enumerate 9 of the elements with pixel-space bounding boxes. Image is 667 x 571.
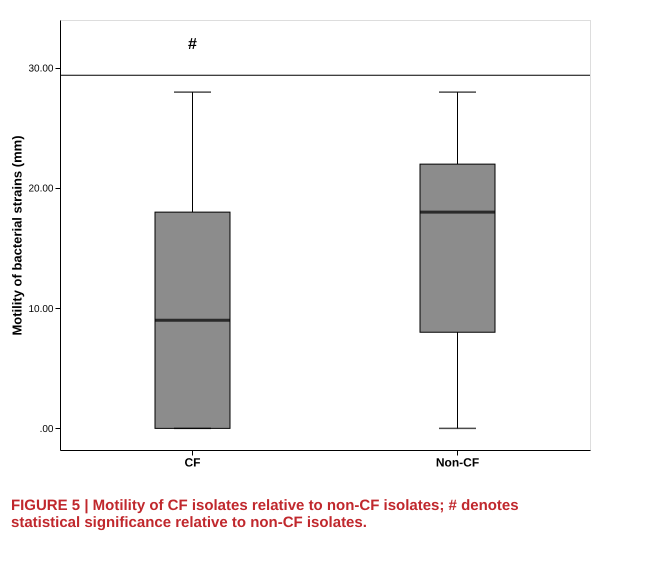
y-tick-label: 30.00 xyxy=(28,64,54,75)
caption: FIGURE 5 | Motility of CF isolates relative to non-CF isolates; # denotes statistical significance relative to non-CF isolates. xyxy=(10,497,519,531)
x-tick-label: Non-CF xyxy=(436,456,480,470)
annotation: # xyxy=(188,36,198,53)
y-tick-label: 20.00 xyxy=(28,184,54,195)
y-tick-label: 10.00 xyxy=(28,304,54,315)
x-tick-label: CF xyxy=(184,456,200,470)
y-axis-title: Motility of bacterial strains (mm) xyxy=(9,135,24,336)
y-tick-label: .00 xyxy=(40,424,54,435)
